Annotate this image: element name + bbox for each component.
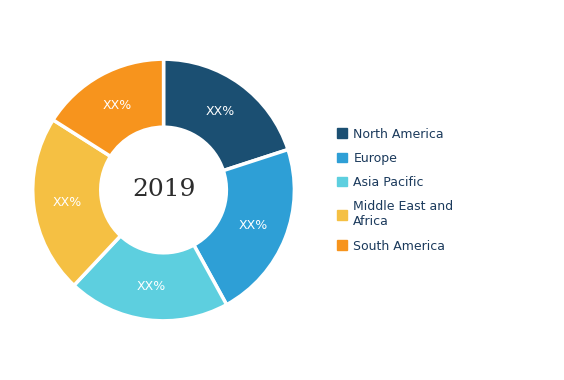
Text: 2019: 2019: [132, 179, 195, 201]
Wedge shape: [164, 59, 288, 171]
Wedge shape: [53, 59, 164, 156]
Text: XX%: XX%: [206, 105, 235, 118]
Wedge shape: [33, 120, 121, 285]
Text: XX%: XX%: [53, 196, 82, 209]
Text: XX%: XX%: [239, 219, 268, 232]
Wedge shape: [194, 150, 294, 305]
Wedge shape: [74, 236, 227, 321]
Text: XX%: XX%: [137, 280, 166, 293]
Text: XX%: XX%: [102, 99, 131, 112]
Legend: North America, Europe, Asia Pacific, Middle East and
Africa, South America: North America, Europe, Asia Pacific, Mid…: [333, 124, 457, 256]
